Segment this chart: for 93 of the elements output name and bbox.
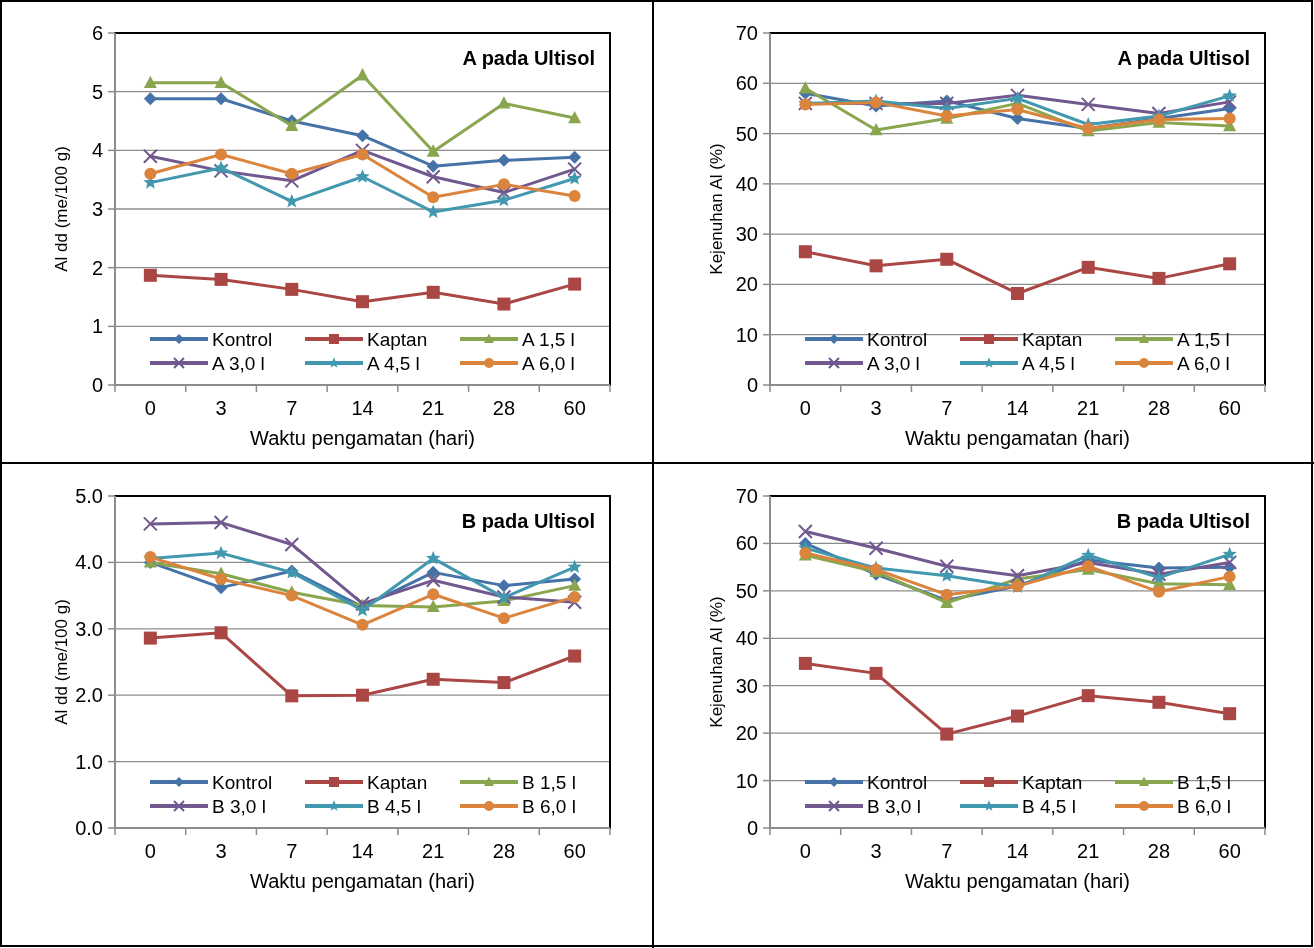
text: B pada Ultisol bbox=[1116, 510, 1250, 532]
x-tick-label: 7 bbox=[941, 397, 953, 419]
x-tick-label: 21 bbox=[422, 397, 445, 419]
x-tick-label: 7 bbox=[286, 397, 298, 419]
y-tick-label: 20 bbox=[735, 722, 758, 745]
legend-label: B 6,0 l bbox=[522, 796, 576, 817]
y-axis-title: Al dd (me/100 g) bbox=[52, 599, 71, 725]
x-tick-label: 7 bbox=[941, 840, 953, 862]
x-tick-label: 14 bbox=[351, 840, 374, 862]
x-tick-label: 7 bbox=[286, 840, 298, 862]
y-tick-label: 5.0 bbox=[75, 485, 103, 507]
y-tick-label: 50 bbox=[735, 579, 758, 602]
y-tick-label: 2 bbox=[91, 256, 103, 279]
legend-label: A 3,0 l bbox=[867, 353, 920, 374]
y-axis-title: Kejenuhan Al (%) bbox=[707, 143, 726, 275]
legend-label: A 4,5 l bbox=[1022, 353, 1075, 374]
x-tick-label: 14 bbox=[351, 397, 374, 419]
x-tick-label: 60 bbox=[563, 840, 586, 862]
y-tick-label: 1 bbox=[91, 315, 103, 338]
legend-label: B 6,0 l bbox=[1177, 796, 1231, 817]
y-tick-label: 50 bbox=[735, 122, 758, 145]
legend-label: Kontrol bbox=[867, 329, 928, 350]
x-tick-label: 28 bbox=[492, 840, 516, 862]
legend-label: Kontrol bbox=[212, 329, 273, 350]
legend-label: A 6,0 l bbox=[1177, 353, 1230, 374]
x-tick-label: 0 bbox=[799, 840, 811, 862]
x-tick-label: 14 bbox=[1006, 840, 1029, 862]
legend-label: B 1,5 l bbox=[522, 772, 576, 793]
y-tick-label: 0 bbox=[746, 817, 758, 839]
y-tick-label: 0 bbox=[746, 374, 758, 396]
y-tick-label: 10 bbox=[735, 769, 758, 792]
y-tick-label: 40 bbox=[735, 627, 758, 650]
x-axis-title: Waktu pengamatan (hari) bbox=[905, 870, 1130, 892]
x-tick-label: 28 bbox=[492, 397, 516, 419]
y-tick-label: 0 bbox=[91, 374, 103, 396]
x-tick-label: 28 bbox=[1147, 397, 1171, 419]
y-tick-label: 10 bbox=[735, 323, 758, 346]
y-tick-label: 70 bbox=[735, 22, 758, 44]
x-axis-title: Waktu pengamatan (hari) bbox=[250, 870, 475, 892]
y-tick-label: 30 bbox=[735, 223, 758, 246]
legend-label: A 1,5 l bbox=[522, 329, 575, 350]
x-tick-label: 21 bbox=[1077, 397, 1100, 419]
x-tick-label: 0 bbox=[799, 397, 811, 419]
legend-label: A 3,0 l bbox=[212, 353, 265, 374]
y-tick-label: 5 bbox=[91, 80, 103, 103]
x-tick-label: 3 bbox=[215, 840, 227, 862]
y-axis-title: Kejenuhan Al (%) bbox=[707, 596, 726, 728]
y-tick-label: 6 bbox=[91, 22, 103, 44]
y-tick-label: 2.0 bbox=[75, 684, 103, 707]
legend-label: A 1,5 l bbox=[1177, 329, 1230, 350]
x-tick-label: 0 bbox=[144, 840, 156, 862]
legend-label: Kaptan bbox=[1022, 772, 1083, 793]
y-tick-label: 60 bbox=[735, 532, 758, 555]
y-tick-label: 4 bbox=[91, 139, 103, 162]
legend-label: B 3,0 l bbox=[212, 796, 266, 817]
x-tick-label: 14 bbox=[1006, 397, 1029, 419]
x-tick-label: 21 bbox=[1077, 840, 1100, 862]
y-tick-label: 1.0 bbox=[75, 750, 103, 773]
legend-label: Kontrol bbox=[212, 772, 273, 793]
y-tick-label: 4.0 bbox=[75, 551, 103, 574]
x-tick-label: 3 bbox=[215, 397, 227, 419]
legend-label: Kaptan bbox=[1022, 329, 1083, 350]
legend-label: A 4,5 l bbox=[367, 353, 420, 374]
legend-label: B 4,5 l bbox=[1022, 796, 1076, 817]
x-axis-title: Waktu pengamatan (hari) bbox=[905, 427, 1130, 449]
x-tick-label: 60 bbox=[1218, 840, 1241, 862]
x-tick-label: 3 bbox=[870, 840, 882, 862]
legend-label: B 3,0 l bbox=[867, 796, 921, 817]
x-tick-label: 60 bbox=[1218, 397, 1241, 419]
legend-label: B 1,5 l bbox=[1177, 772, 1231, 793]
text: B pada Ultisol bbox=[461, 510, 595, 532]
legend-label: A 6,0 l bbox=[522, 353, 575, 374]
y-tick-label: 20 bbox=[735, 273, 758, 296]
y-tick-label: 40 bbox=[735, 172, 758, 195]
text: A pada Ultisol bbox=[1117, 47, 1250, 69]
legend-label: Kaptan bbox=[367, 329, 428, 350]
legend-label: B 4,5 l bbox=[367, 796, 421, 817]
y-tick-label: 70 bbox=[735, 485, 758, 507]
y-tick-label: 0.0 bbox=[75, 817, 103, 839]
y-tick-label: 30 bbox=[735, 674, 758, 697]
legend-label: Kaptan bbox=[367, 772, 428, 793]
y-tick-label: 3 bbox=[91, 198, 103, 220]
legend-label: Kontrol bbox=[867, 772, 928, 793]
x-axis-title: Waktu pengamatan (hari) bbox=[250, 427, 475, 449]
y-axis-title: Al dd (me/100 g) bbox=[52, 146, 71, 272]
y-tick-label: 60 bbox=[735, 72, 758, 95]
x-tick-label: 60 bbox=[563, 397, 586, 419]
x-tick-label: 21 bbox=[422, 840, 445, 862]
x-tick-label: 28 bbox=[1147, 840, 1171, 862]
y-tick-label: 3.0 bbox=[75, 617, 103, 640]
text: A pada Ultisol bbox=[462, 47, 595, 69]
x-tick-label: 3 bbox=[870, 397, 882, 419]
x-tick-label: 0 bbox=[144, 397, 156, 419]
